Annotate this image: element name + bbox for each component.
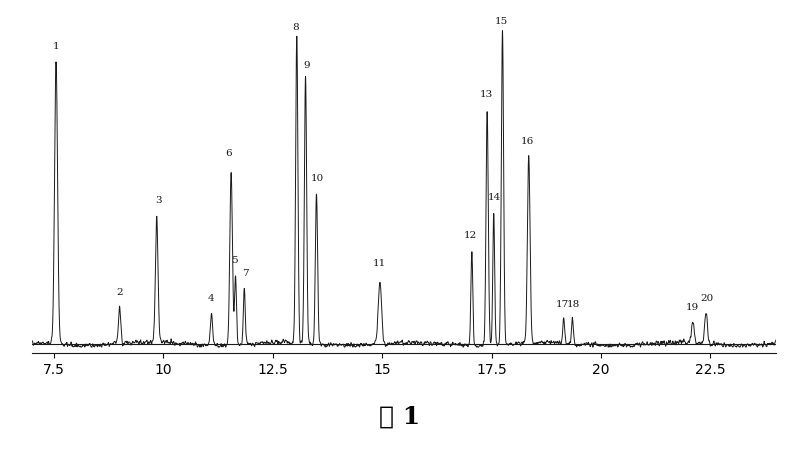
Text: 17: 17 — [556, 300, 570, 309]
Text: 16: 16 — [522, 137, 534, 146]
Text: 9: 9 — [303, 61, 310, 70]
Text: 18: 18 — [566, 300, 580, 309]
Text: 13: 13 — [480, 90, 493, 99]
Text: 20: 20 — [700, 294, 714, 303]
Text: 15: 15 — [495, 17, 508, 26]
Text: 10: 10 — [310, 174, 324, 183]
Text: 图 1: 图 1 — [379, 405, 421, 429]
Text: 11: 11 — [373, 260, 386, 268]
Text: 3: 3 — [156, 197, 162, 206]
Text: 4: 4 — [208, 294, 214, 303]
Text: 19: 19 — [686, 304, 698, 313]
Text: 7: 7 — [242, 269, 249, 278]
Text: 5: 5 — [231, 256, 238, 265]
Text: 8: 8 — [292, 24, 298, 33]
Text: 2: 2 — [116, 288, 123, 297]
Text: 6: 6 — [226, 149, 232, 158]
Text: 12: 12 — [464, 231, 477, 240]
Text: 1: 1 — [53, 42, 59, 51]
Text: 14: 14 — [488, 193, 502, 202]
